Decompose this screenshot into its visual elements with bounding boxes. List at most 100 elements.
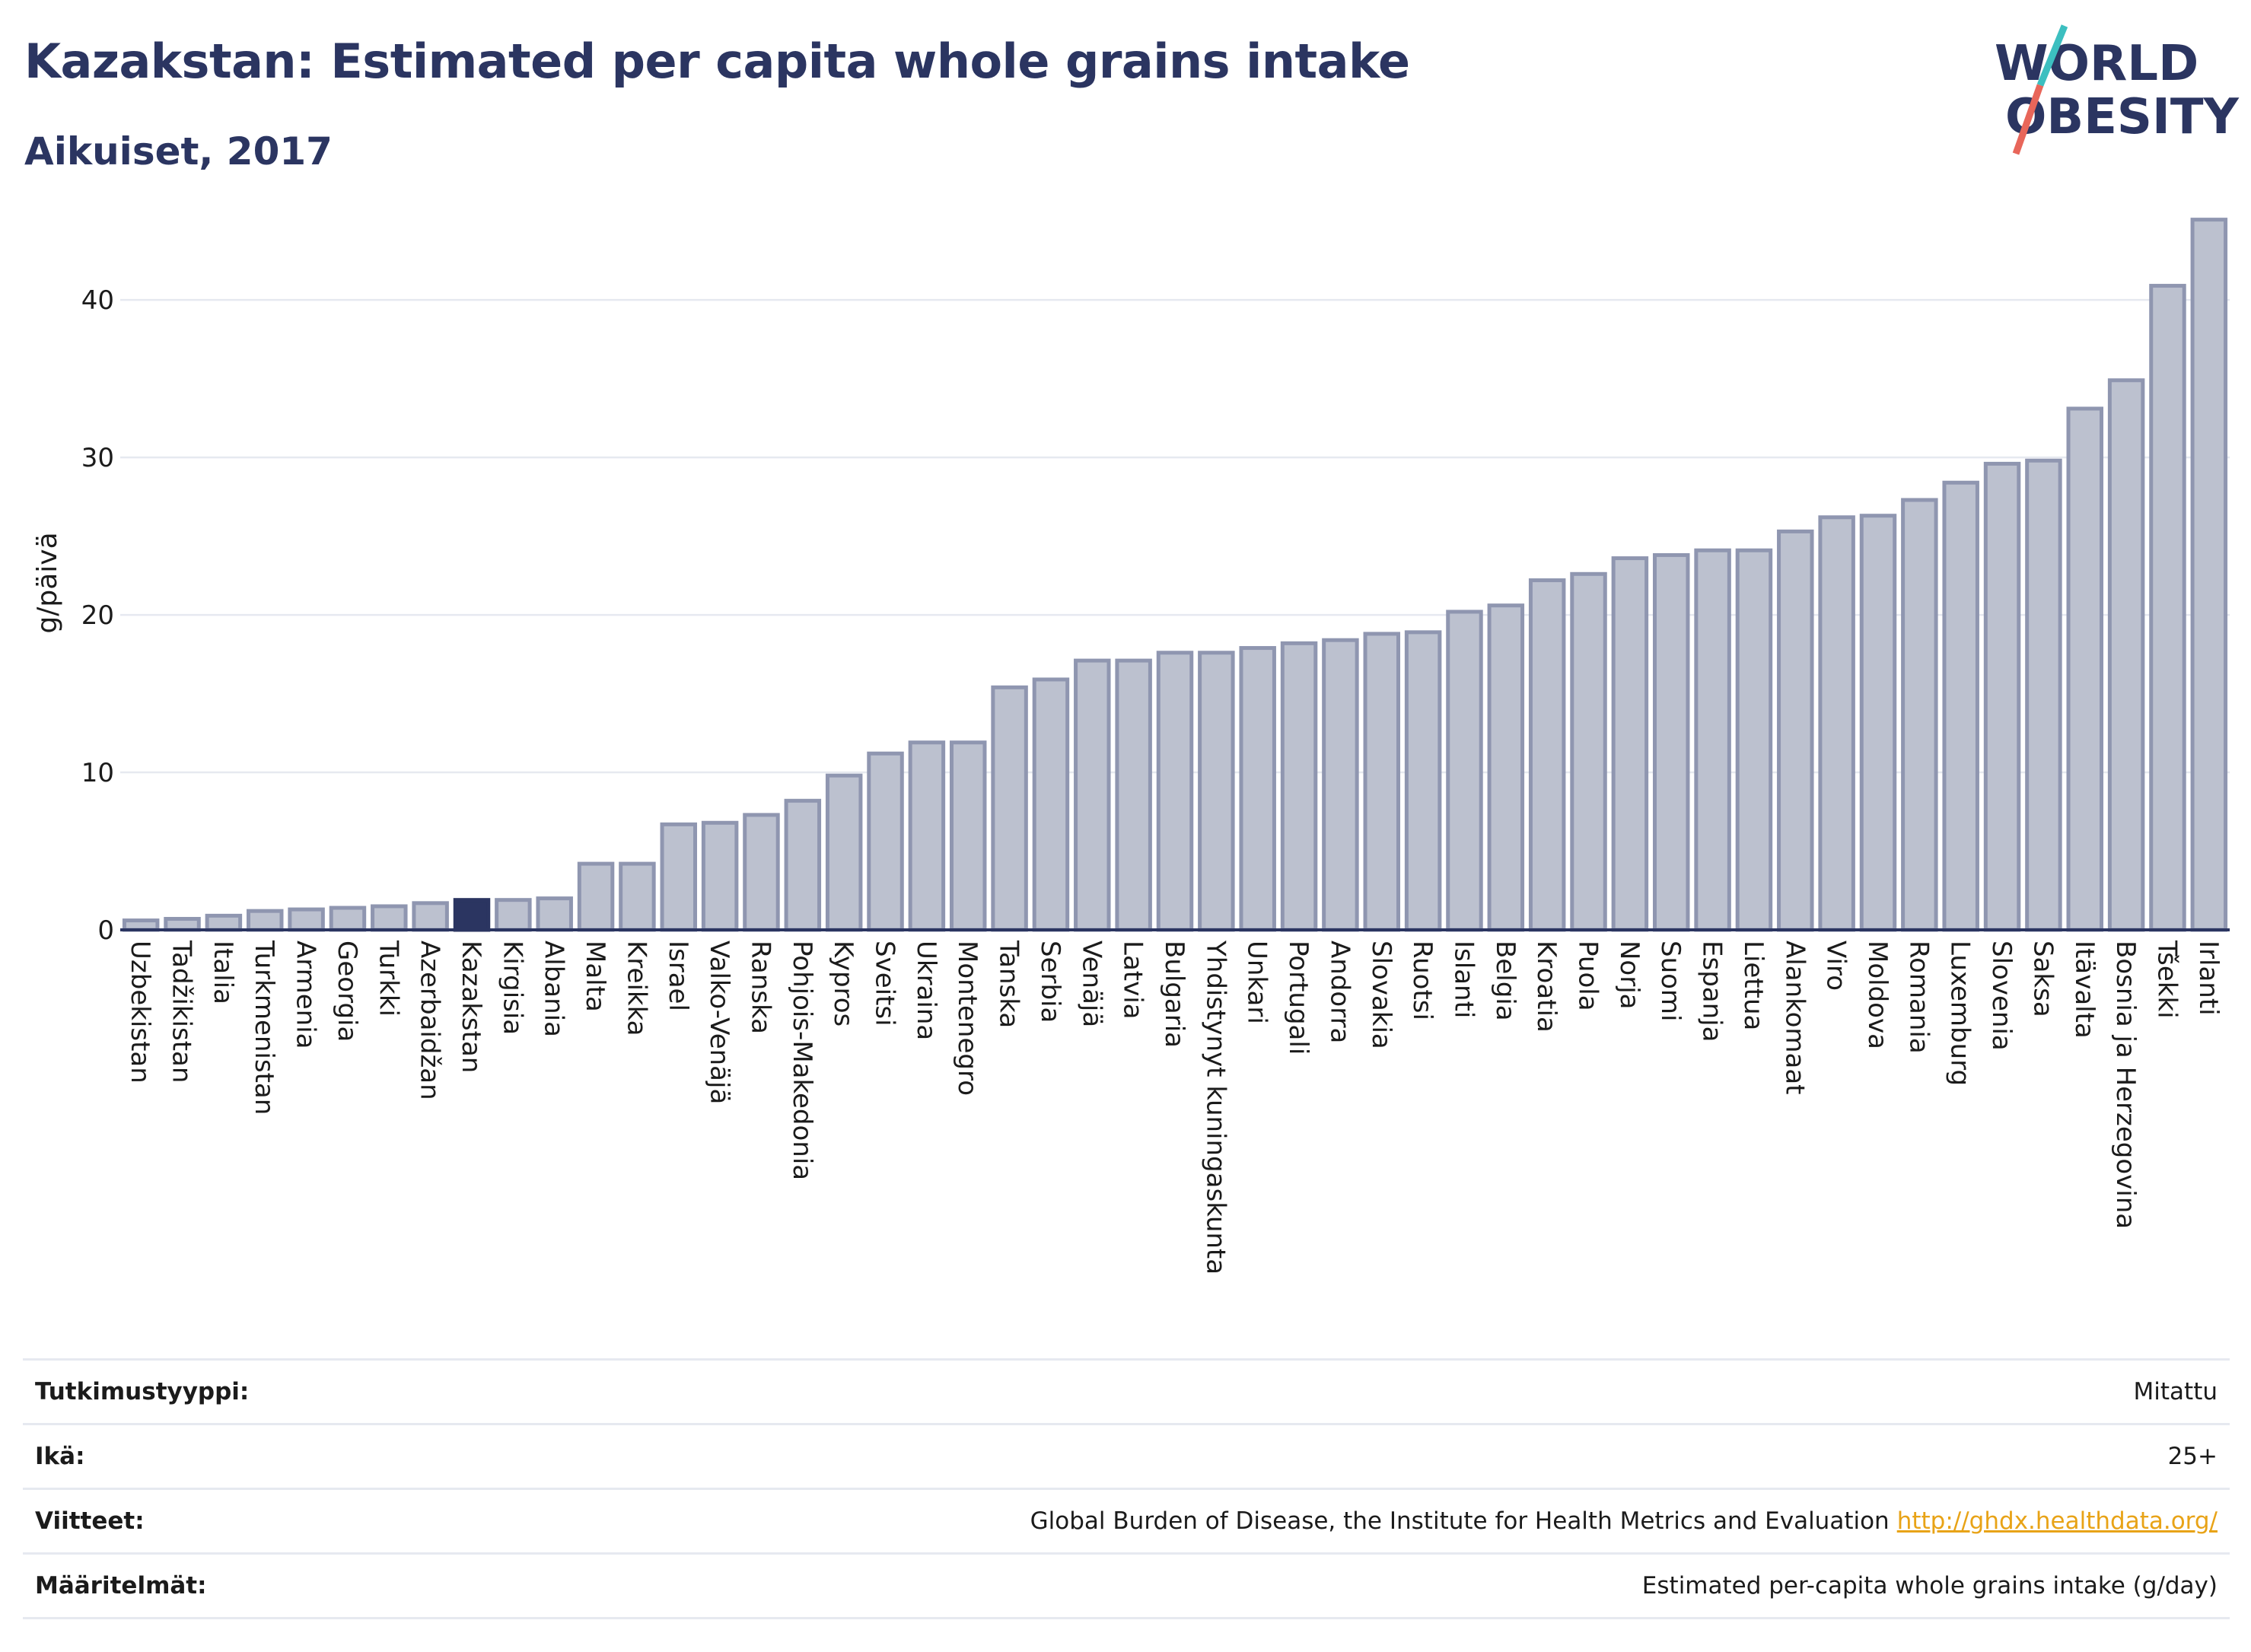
bar-kirgisia [495,898,532,932]
x-tick-label: Luxemburg [1945,941,1976,1086]
bar-armenia [288,907,325,932]
x-tick-label: Portugali [1283,941,1313,1055]
x-tick-label: Serbia [1035,941,1065,1023]
world-obesity-logo: WORLD OBESITY [1995,24,2239,155]
x-tick-label: Kazakstan [456,941,486,1073]
x-tick-label: Kreikka [621,941,651,1036]
x-label-layer: Uzbekistan Tadžikistan Italia Turkmenistan A… [125,940,2224,1275]
bar-israel [660,822,698,932]
x-tick-label: Venäjä [1076,941,1106,1027]
bar-italia [205,913,243,932]
x-tick-label: Latvia [1118,941,1148,1020]
x-tick-label: Islanti [1448,941,1479,1018]
metadata-table: Tutkimustyyppi: Mitattu Ikä: 25+ Viittee… [23,1358,2230,1619]
x-tick-label: Bulgaria [1159,941,1189,1048]
x-tick-label: Kroatia [1531,941,1562,1033]
x-tick-label: Yhdistynyt kuningaskunta [1200,940,1231,1275]
bar-sveitsi [867,751,904,932]
bar-kazakstan [453,898,491,932]
x-tick-label: Armenia [291,941,321,1049]
bar-ven-j- [1074,658,1111,932]
x-tick-label: Sveitsi [870,941,900,1027]
bar-bosnia-ja-herzegovina [2107,378,2145,932]
y-axis-label: g/päivä [32,532,63,633]
bar-liettua [1735,548,1773,932]
x-tick-label: Itävalta [2069,941,2100,1039]
y-tick-label: 0 [97,915,114,946]
bar-turkki [371,904,408,932]
bar-albania [536,896,573,932]
x-tick-label: Romania [1903,941,1934,1054]
bar-islanti [1446,610,1483,932]
bars-layer [122,218,2228,932]
bar-pohjois-makedonia [784,798,822,932]
x-tick-label: Uzbekistan [125,941,155,1084]
x-tick-label: Valko-Venäjä [704,941,734,1104]
x-tick-label: Kypros [828,941,858,1027]
y-tick-label: 20 [81,600,114,631]
bar-tad-ikistan [164,917,201,932]
logo-text-world: WORLD [1995,36,2198,92]
bar-ukraina [908,740,946,932]
bar-slovenia [1983,461,2021,932]
x-tick-label: Tšekki [2151,940,2182,1019]
x-tick-label: Tanska [994,940,1024,1028]
bar-montenegro [949,740,987,932]
definitions-label: Määritelmät: [35,1572,207,1599]
x-tick-label: Tadžikistan [167,940,197,1083]
x-tick-label: Unkari [1242,941,1272,1024]
bar-unkari [1239,646,1276,932]
bar-irlanti [2190,218,2228,932]
bar-viro [1818,515,1855,932]
bar-valko-ven-j- [701,820,739,932]
x-tick-label: Ukraina [911,941,941,1040]
bar-latvia [1115,658,1152,932]
x-tick-label: Bosnia ja Herzegovina [2110,941,2141,1229]
x-tick-label: Irlanti [2193,941,2224,1016]
bar-ruotsi [1404,630,1442,932]
references-value: Global Burden of Disease, the Institute … [1030,1507,1890,1535]
x-tick-label: Ranska [745,941,775,1034]
bar-ranska [743,813,780,932]
x-tick-label: Slovenia [1986,941,2017,1051]
x-tick-label: Kirgisia [497,941,527,1035]
y-tick-label: 30 [81,443,114,473]
bar-kypros [825,773,863,932]
x-tick-label: Moldova [1862,941,1893,1049]
x-tick-label: Malta [580,941,610,1012]
logo-slash-top [2036,24,2068,87]
bar-yhdistynyt-kuningaskunta [1198,651,1235,932]
x-tick-label: Saksa [2027,941,2058,1017]
bar-turkmenistan [246,909,284,932]
bar-alankomaat [1777,529,1814,932]
x-tick-label: Andorra [1324,941,1355,1043]
bar-moldova [1859,514,1897,932]
bar-serbia [1032,677,1070,932]
x-tick-label: Liettua [1738,941,1769,1030]
references-link[interactable]: http://ghdx.healthdata.org/ [1896,1507,2218,1535]
footer-row-age: Ikä: 25+ [23,1423,2230,1488]
bar-t-ekki [2149,284,2186,932]
footer-row-study-type: Tutkimustyyppi: Mitattu [23,1358,2230,1423]
bar-saksa [2025,458,2062,932]
bar-suomi [1652,552,1690,932]
study-type-label: Tutkimustyyppi: [35,1378,250,1405]
y-tick-label: 10 [81,758,114,788]
x-tick-label: Viro [1821,941,1851,991]
chart-subtitle: Aikuiset, 2017 [24,129,333,173]
references-label: Viitteet: [35,1507,145,1535]
x-tick-label: Italia [208,941,238,1004]
x-tick-label: Albania [539,941,569,1037]
x-tick-label: Turkmenistan [249,940,279,1115]
bar-luxemburg [1942,480,1979,932]
bar-norja [1611,556,1649,932]
y-tick-layer: 0 10 20 30 40 [81,285,114,946]
x-tick-label: Slovakia [1366,941,1396,1049]
footer-row-definitions: Määritelmät: Estimated per-capita whole … [23,1552,2230,1619]
x-tick-label: Belgia [1490,941,1520,1021]
bar-slovakia [1363,632,1401,932]
x-tick-label: Pohjois-Makedonia [787,941,817,1180]
x-tick-label: Azerbaidžan [415,941,445,1100]
footer-row-references: Viitteet: Global Burden of Disease, the … [23,1488,2230,1552]
bar-bulgaria [1156,651,1194,932]
